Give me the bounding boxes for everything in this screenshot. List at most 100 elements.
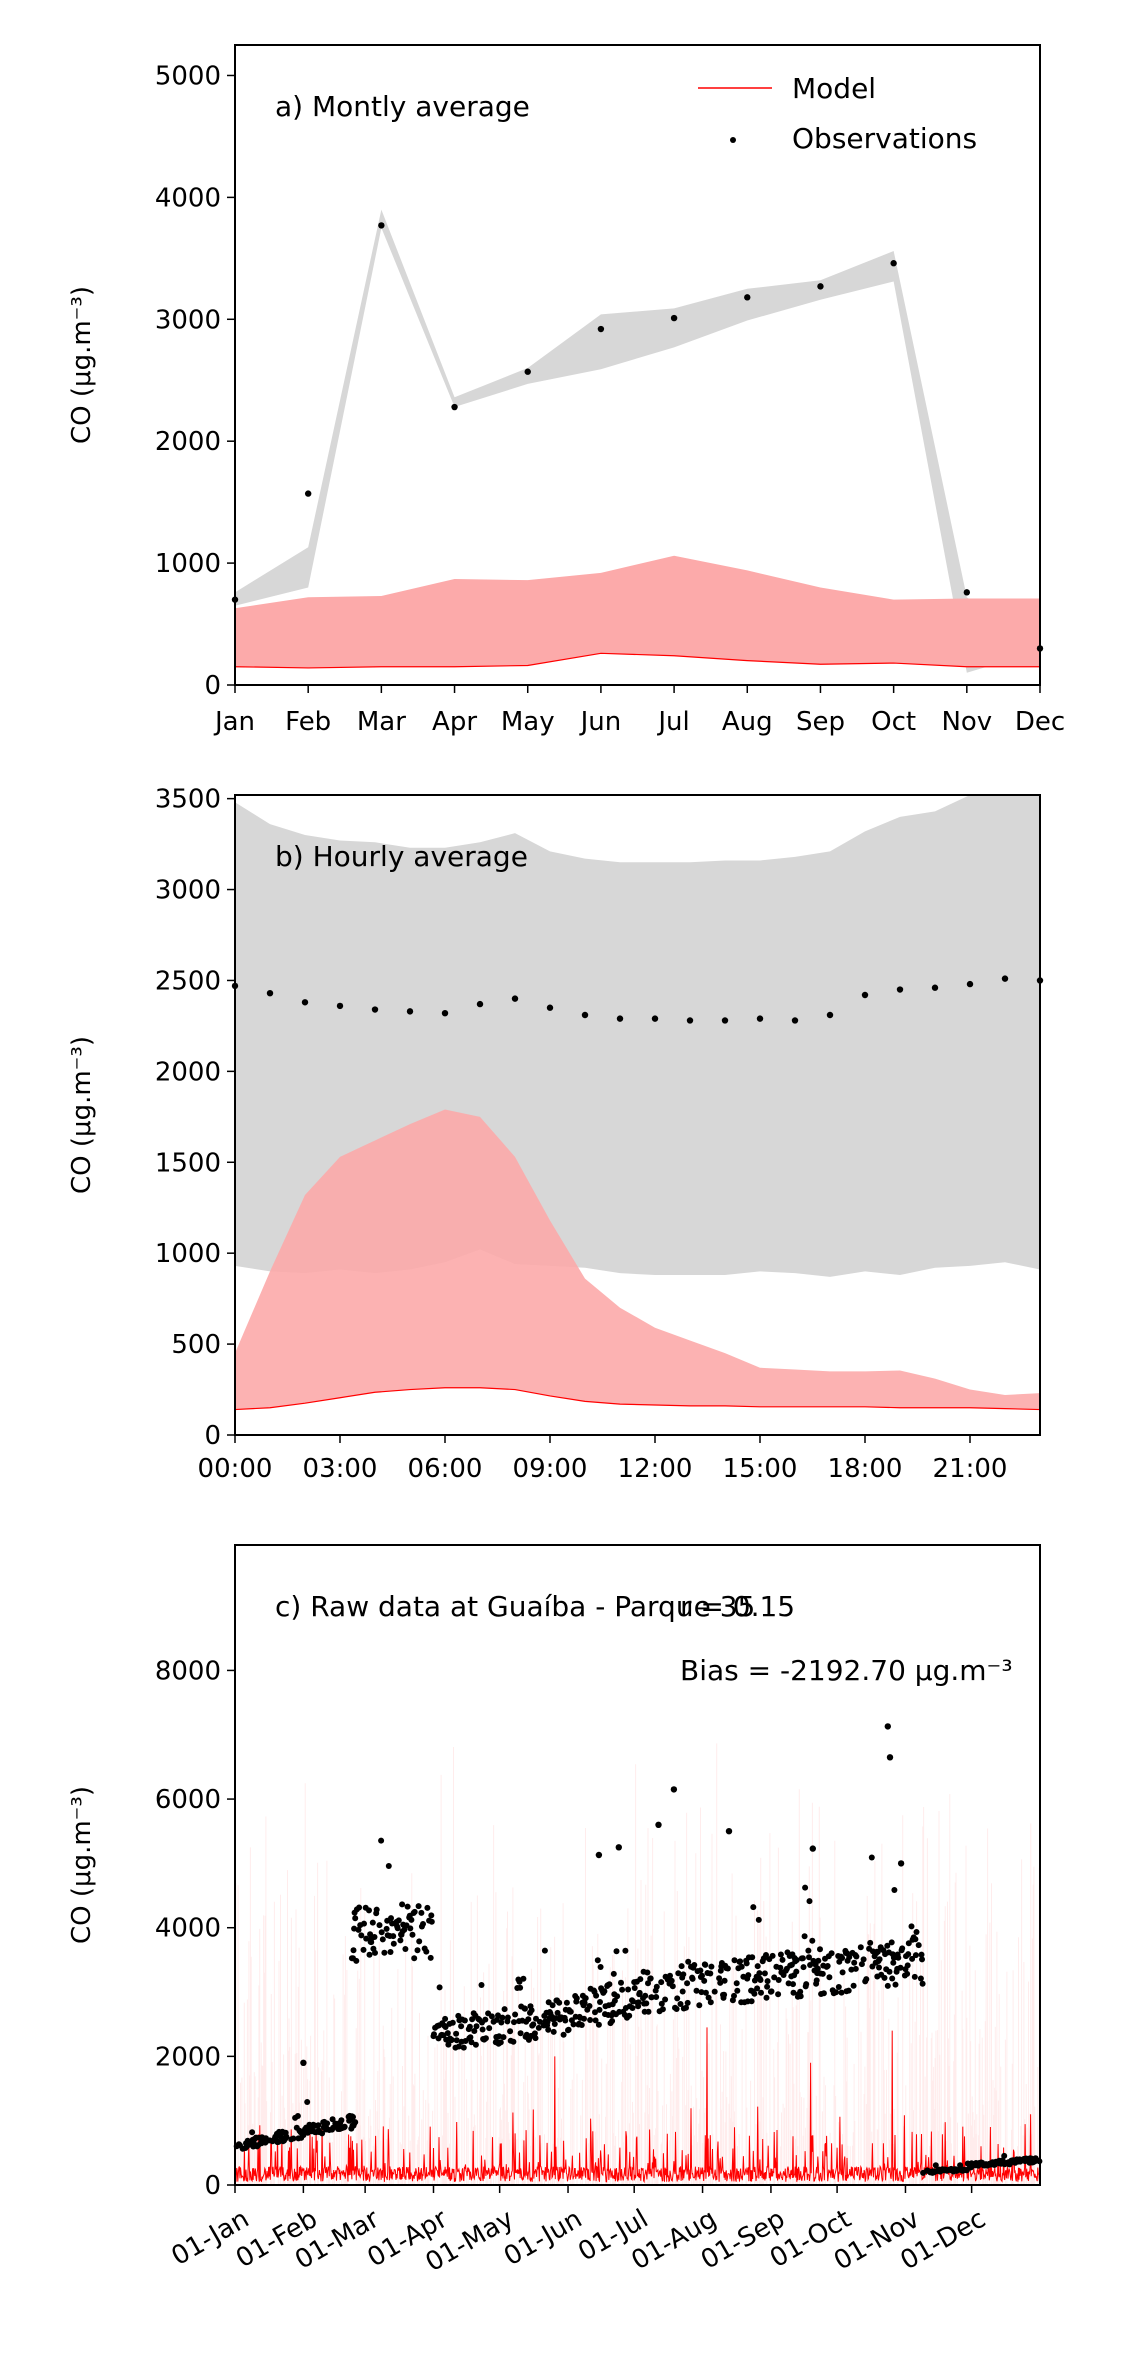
observation-point [1001,2152,1008,2159]
legend: Model Observations [698,72,977,155]
observation-point [493,2016,500,2023]
observation-point [294,2113,301,2119]
observation-point [734,1987,741,1994]
observation-point [379,1936,386,1943]
panel-a-bands [235,209,1040,673]
observation-point [651,1015,659,1022]
observation-point [420,1921,426,1927]
observation-point [868,1854,875,1861]
observation-point [378,222,385,229]
panel-c-bias: Bias = -2192.70 μg.m⁻³ [680,1654,1013,1687]
observation-point [673,2006,680,2012]
observation-point [777,1951,784,1958]
observation-point [793,1968,800,1975]
observation-point [791,1017,799,1024]
panel-b-hourly-average: 00:00 03:00 06:00 09:00 12:00 15:00 18:00 21:00… [67,785,1044,1484]
observation-point [595,2021,602,2028]
observation-point [670,1786,678,1793]
observation-point [597,325,605,333]
observation-point [890,260,897,267]
observation-point [611,1997,618,2004]
observation-point [731,1957,738,1964]
x-tick-label: 03:00 [303,1454,378,1484]
x-tick-label: 15:00 [723,1454,798,1484]
y-tick-label: 1000 [155,549,221,579]
observation-point [758,1989,764,1996]
observation-point [356,1904,363,1911]
observation-point [371,1006,379,1013]
y-tick-label: 2000 [155,1057,221,1087]
observation-point [806,1898,813,1905]
panel-a-monthly-average: Jan Feb Mar Apr May Jun Jul Aug Sep Oct Nov Dec 0 100… [67,44,1065,737]
observation-point [562,2017,569,2024]
observation-point [670,314,678,322]
x-tick-label: Jun [579,707,622,737]
observation-point [397,1937,404,1944]
observation-point [597,1999,603,2005]
y-tick-label: 2000 [155,2042,221,2072]
panel-a-axis-ticks: Jan Feb Mar Apr May Jun Jul Aug Sep Oct Nov Dec 0 100… [155,61,1065,737]
observation-point [689,1975,696,1982]
observation-point [586,2003,593,2009]
observation-point [711,1988,718,1995]
observation-point [826,1011,834,1019]
observation-point [707,1999,714,2006]
observation-point [376,1922,383,1929]
observation-point [407,1925,414,1932]
observation-point [249,2129,256,2136]
observation-point [748,1998,755,2005]
observation-point [963,589,971,596]
panel-b-label: b) Hourly average [275,840,528,873]
observation-point [609,2018,616,2024]
panel-a-frame [234,44,1041,686]
observation-point [696,2002,703,2009]
observation-point [738,1963,745,1970]
observation-point [378,1837,385,1844]
observation-point [680,1971,687,1978]
observation-point [427,1954,434,1961]
x-tick-label: Jul [656,707,689,737]
observation-point [803,1981,810,1988]
observation-point [817,1946,823,1953]
y-tick-label: 4000 [155,183,221,213]
y-tick-label: 3000 [155,305,221,335]
observation-point [754,1963,761,1970]
observation-point [570,2021,577,2028]
observation-point [582,1995,589,2002]
observation-point [755,1916,762,1923]
observation-point [809,1937,816,1944]
observation-point [482,2016,489,2023]
observation-point [304,490,312,497]
observation-point [581,1011,589,1019]
observation-point [436,1984,443,1991]
panel-b-axis-ticks: 00:00 03:00 06:00 09:00 12:00 15:00 18:00 21:00… [155,785,1008,1484]
observation-point [850,1982,857,1989]
observation-point [471,2028,478,2034]
observation-point [785,1980,792,1987]
observation-point [615,1844,622,1851]
observation-point [662,1996,669,2003]
observation-point [771,1974,778,1981]
observation-point [353,1957,360,1964]
observation-point [275,2138,282,2145]
observation-point [453,2037,460,2044]
observation-point [266,989,274,997]
observation-point [905,1951,912,1958]
observation-point [679,1988,686,1995]
observation-point [675,1970,682,1977]
observation-point [415,1903,422,1910]
panel-b-model-line [234,1387,1041,1411]
y-tick-label: 3500 [155,785,221,815]
observation-point [531,2030,538,2037]
panel-c-label: c) Raw data at Guaíba - Parque 35 [275,1590,755,1623]
panel-b-bands [235,795,1040,1410]
observation-point [444,2030,451,2037]
observation-point [350,2114,356,2120]
observation-point [874,1948,881,1955]
observation-point [524,368,531,375]
observation-point [414,1947,421,1954]
observation-point [478,1982,485,1988]
observation-point [764,1978,771,1985]
observation-point [763,1994,770,2001]
